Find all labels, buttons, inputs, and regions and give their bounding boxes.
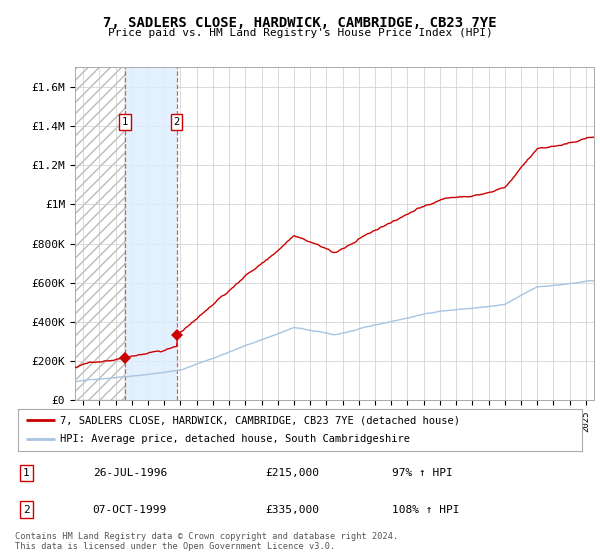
Text: 1: 1 (122, 117, 128, 127)
Text: Contains HM Land Registry data © Crown copyright and database right 2024.
This d: Contains HM Land Registry data © Crown c… (15, 532, 398, 552)
Text: Price paid vs. HM Land Registry's House Price Index (HPI): Price paid vs. HM Land Registry's House … (107, 28, 493, 38)
Text: 97% ↑ HPI: 97% ↑ HPI (392, 468, 453, 478)
Text: 07-OCT-1999: 07-OCT-1999 (92, 505, 167, 515)
Text: 7, SADLERS CLOSE, HARDWICK, CAMBRIDGE, CB23 7YE (detached house): 7, SADLERS CLOSE, HARDWICK, CAMBRIDGE, C… (60, 415, 460, 425)
Text: 26-JUL-1996: 26-JUL-1996 (92, 468, 167, 478)
Text: £215,000: £215,000 (265, 468, 319, 478)
Text: £335,000: £335,000 (265, 505, 319, 515)
Text: 2: 2 (23, 505, 30, 515)
Bar (75, 67, 125, 400)
Text: HPI: Average price, detached house, South Cambridgeshire: HPI: Average price, detached house, Sout… (60, 435, 410, 445)
Bar (125, 67, 176, 400)
Text: 1: 1 (23, 468, 30, 478)
Text: 7, SADLERS CLOSE, HARDWICK, CAMBRIDGE, CB23 7YE: 7, SADLERS CLOSE, HARDWICK, CAMBRIDGE, C… (103, 16, 497, 30)
Text: 108% ↑ HPI: 108% ↑ HPI (392, 505, 460, 515)
Text: 2: 2 (173, 117, 180, 127)
